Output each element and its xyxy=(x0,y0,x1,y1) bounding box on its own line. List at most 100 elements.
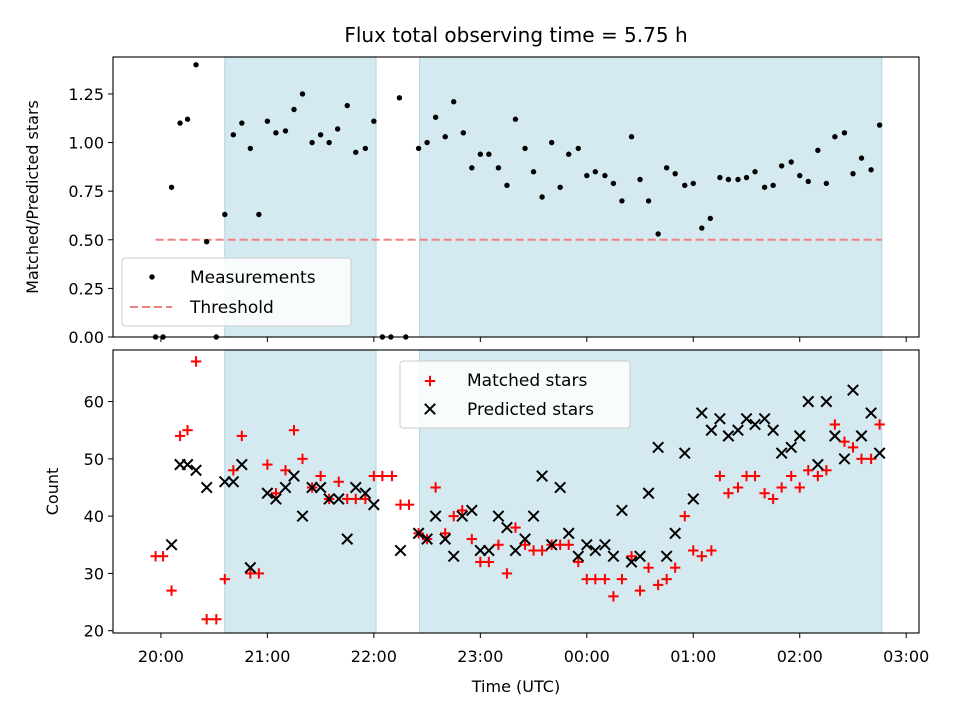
x-b xyxy=(359,487,372,500)
x-axis-label: Time (UTC) xyxy=(471,677,560,696)
x-b xyxy=(439,533,452,545)
matched-star-point xyxy=(493,539,504,550)
y-tick-label: 1.25 xyxy=(68,85,104,104)
matched-star-point xyxy=(228,465,239,476)
x-b xyxy=(482,544,495,557)
observing-window-1 xyxy=(419,56,883,338)
x-b xyxy=(695,407,708,419)
legend-plus xyxy=(424,375,436,387)
measurement-point xyxy=(645,198,652,204)
measurement-point xyxy=(682,182,688,189)
predicted-star-point xyxy=(642,487,655,500)
matched-star-point xyxy=(360,493,371,505)
predicted-star-point xyxy=(873,447,886,460)
predicted-star-point xyxy=(190,464,202,477)
measurement-point xyxy=(797,172,803,179)
matched-star-point xyxy=(501,568,513,579)
measurement-point xyxy=(592,169,599,175)
matched-star-point xyxy=(669,562,681,573)
predicted-star-point xyxy=(793,430,806,442)
x-b xyxy=(421,533,434,545)
matched-star-point xyxy=(157,551,169,562)
measurement-point xyxy=(512,116,519,122)
predicted-star-point xyxy=(367,498,380,511)
measurement-point xyxy=(539,194,545,200)
x-b xyxy=(793,430,806,442)
measurement-point xyxy=(442,134,448,140)
predicted-star-point xyxy=(740,412,753,425)
predicted-star-point xyxy=(695,407,708,419)
x-b xyxy=(634,550,646,563)
matched-star-point xyxy=(457,505,468,516)
measurement-point xyxy=(486,151,492,157)
measurement-point xyxy=(504,182,510,189)
matched-star-point xyxy=(812,470,824,482)
measurement-point xyxy=(415,145,422,152)
matched-star-point xyxy=(536,545,548,556)
measurement-point xyxy=(424,139,430,146)
predicted-star-point xyxy=(705,424,718,437)
matched-star-point xyxy=(821,465,832,476)
predicted-star-point xyxy=(802,395,815,408)
x-b xyxy=(218,475,231,488)
measurement-point xyxy=(690,180,696,187)
predicted-star-point xyxy=(678,447,691,460)
matched-star-point xyxy=(706,545,717,556)
predicted-star-point xyxy=(767,424,780,437)
bottom-plot-frame xyxy=(112,349,920,634)
x-b xyxy=(572,550,585,563)
measurement-point xyxy=(557,184,563,190)
predicted-star-point xyxy=(687,493,700,505)
measurement-point xyxy=(222,211,228,218)
matched-star-point xyxy=(634,585,646,596)
predicted-star-point xyxy=(820,395,833,408)
matched-star-point xyxy=(211,614,222,625)
matched-star-point xyxy=(166,585,177,596)
top-y-axis-label: Matched/Predicted stars xyxy=(23,100,42,294)
x-b xyxy=(642,487,655,500)
matched-star-point xyxy=(652,579,664,591)
x-b xyxy=(429,510,442,523)
y-tick-label: 50 xyxy=(84,450,104,469)
predicted-star-point xyxy=(218,475,231,488)
matched-star-point xyxy=(616,573,628,585)
predicted-star-point xyxy=(456,510,469,523)
measurement-point xyxy=(353,149,359,155)
matched-star-point xyxy=(608,591,619,602)
matched-star-point xyxy=(174,430,186,442)
measurement-point xyxy=(282,128,289,134)
measurement-point xyxy=(761,184,768,190)
top-panel: 0.00 0.25 0.50 0.75 1.00 1.25 Matched/Predict… xyxy=(23,56,920,347)
matched-star-point xyxy=(219,573,230,585)
measurement-point xyxy=(548,139,555,146)
predicted-star-point xyxy=(412,527,425,540)
predicted-star-point xyxy=(244,561,257,574)
predicted-star-point xyxy=(181,458,194,471)
predicted-star-point xyxy=(758,412,771,425)
matched-star-point xyxy=(829,419,841,430)
matched-star-point xyxy=(749,470,761,482)
matched-star-point xyxy=(466,533,478,545)
bottom-y-axis: 20 30 40 50 60 xyxy=(84,393,113,641)
measurement-point xyxy=(309,139,315,146)
predicted-star-point xyxy=(785,441,798,454)
matched-star-point xyxy=(626,551,637,562)
matched-stars-series xyxy=(150,356,885,625)
measurement-point xyxy=(334,126,341,132)
matched-star-point xyxy=(865,453,877,465)
x-b xyxy=(306,481,319,494)
measurement-point xyxy=(725,176,732,183)
measurement-point xyxy=(203,239,210,245)
y-tick-label: 0.25 xyxy=(68,279,104,298)
measurement-point xyxy=(168,184,175,190)
matched-star-point xyxy=(377,470,388,482)
measurement-point xyxy=(256,211,262,218)
x-b xyxy=(828,430,841,442)
matched-star-point xyxy=(661,573,672,585)
matched-star-point xyxy=(439,528,451,539)
x-b xyxy=(509,544,522,557)
measurement-point xyxy=(177,120,183,126)
x-b xyxy=(341,533,354,545)
matched-star-point xyxy=(856,453,867,465)
x-b xyxy=(678,447,691,460)
